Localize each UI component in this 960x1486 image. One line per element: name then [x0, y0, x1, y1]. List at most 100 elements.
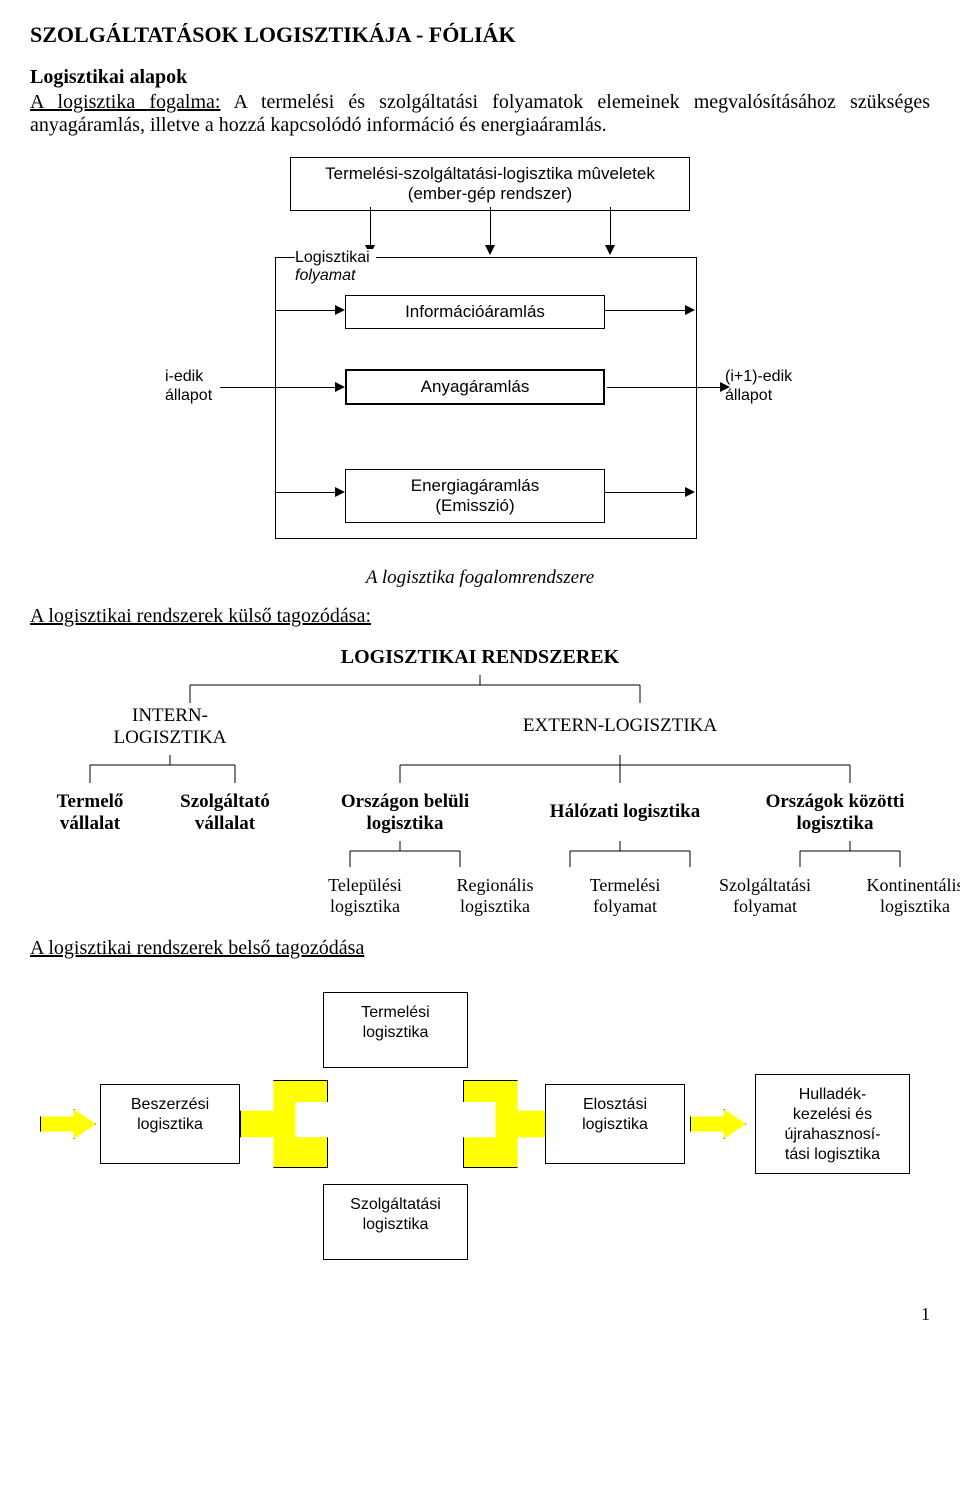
service-box: Szolgáltatási logisztika	[323, 1184, 468, 1260]
connector-line	[610, 207, 611, 245]
tree-connector-svg	[30, 841, 930, 867]
state-i1-line2: állapot	[725, 387, 772, 404]
l3c2: folyamat	[593, 896, 657, 916]
arrow-right-icon	[335, 487, 345, 497]
flow-arrow-icon	[690, 1109, 746, 1139]
l2a2: vállalat	[60, 813, 120, 834]
concept-diagram: Termelési-szolgáltatási-logisztika mûvel…	[120, 157, 840, 557]
tree-root-label: LOGISZTIKAI RENDSZEREK	[30, 646, 930, 669]
elo1: Elosztási	[583, 1096, 647, 1113]
connector-line	[607, 387, 720, 388]
szol1: Szolgáltatási	[350, 1196, 441, 1213]
state-i-label: i-edik állapot	[165, 367, 212, 405]
tree-intern: INTERN- LOGISZTIKA	[30, 705, 310, 749]
tree-connector-svg	[30, 755, 930, 783]
top-line1: Termelési-szolgáltatási-logisztika mûvel…	[325, 164, 655, 183]
l2a1: Termelő	[57, 791, 124, 812]
top-operations-box: Termelési-szolgáltatási-logisztika mûvel…	[290, 157, 690, 211]
state-i1-label: (i+1)-edik állapot	[725, 367, 792, 405]
arrow-right-icon	[685, 487, 695, 497]
l2b1: Szolgáltató	[180, 791, 270, 812]
l3e2: logisztika	[880, 896, 950, 916]
szol2: logisztika	[363, 1216, 429, 1233]
connector-line	[605, 492, 685, 493]
connector-line	[605, 310, 685, 311]
production-box: Termelési logisztika	[323, 992, 468, 1068]
l2-halozati: Hálózati logisztika	[510, 791, 740, 835]
arrow-right-icon	[335, 305, 345, 315]
procurement-box: Beszerzési logisztika	[100, 1084, 240, 1164]
tree-level1: INTERN- LOGISZTIKA EXTERN-LOGISZTIKA	[30, 705, 930, 749]
tree-level2: Termelő vállalat Szolgáltató vállalat Or…	[30, 791, 930, 835]
l3b2: logisztika	[460, 896, 530, 916]
l2c1: Országon belüli	[341, 791, 469, 812]
hull3: újrahasznosí-	[784, 1126, 880, 1143]
page-title: SZOLGÁLTATÁSOK LOGISZTIKÁJA - FÓLIÁK	[30, 22, 930, 48]
l2e2: logisztika	[796, 813, 873, 834]
l2-szolgaltato: Szolgáltató vállalat	[150, 791, 300, 835]
frame-label-line2: folyamat	[295, 267, 355, 284]
l3d1: Szolgáltatási	[719, 875, 811, 895]
flow-arrow-icon	[463, 1080, 551, 1168]
material-flow-box: Anyagáramlás	[345, 369, 605, 405]
energy-line1: Energiagáramlás	[411, 476, 540, 495]
distribution-box: Elosztási logisztika	[545, 1084, 685, 1164]
l3e1: Kontinentális	[867, 875, 960, 895]
definition-label: A logisztika fogalma:	[30, 91, 220, 113]
energy-line2: (Emisszió)	[435, 496, 514, 515]
info-flow-box: Információáramlás	[345, 295, 605, 329]
term2: logisztika	[363, 1024, 429, 1041]
inner-breakdown-heading: A logisztikai rendszerek belső tagozódás…	[30, 937, 930, 960]
section-heading: Logisztikai alapok	[30, 66, 930, 89]
internal-flow-diagram: Beszerzési logisztika Termelési logiszti…	[45, 984, 915, 1274]
hull4: tási logisztika	[785, 1146, 880, 1163]
term1: Termelési	[361, 1004, 429, 1021]
energy-flow-box: Energiagáramlás (Emisszió)	[345, 469, 605, 523]
l2b2: vállalat	[195, 813, 255, 834]
hull1: Hulladék-	[799, 1086, 867, 1103]
tree-level3: Települési logisztika Regionális logiszt…	[30, 875, 930, 917]
l2d: Hálózati logisztika	[550, 801, 700, 822]
l3-spacer	[30, 875, 300, 917]
hull2: kezelési és	[793, 1106, 872, 1123]
frame-label: Logisztikai folyamat	[295, 249, 376, 285]
arrow-down-icon	[605, 245, 615, 255]
l3a1: Települési	[328, 875, 402, 895]
l3-termelesi: Termelési folyamat	[560, 875, 690, 917]
l1-left-2: LOGISZTIKA	[114, 727, 227, 748]
arrow-down-icon	[485, 245, 495, 255]
l2e1: Országok közötti	[766, 791, 905, 812]
l3b1: Regionális	[457, 875, 534, 895]
l1-left-1: INTERN-	[132, 705, 208, 726]
diagram1-caption: A logisztika fogalomrendszere	[30, 567, 930, 589]
l3-kontinentalis: Kontinentális logisztika	[840, 875, 960, 917]
connector-line	[370, 207, 371, 245]
connector-line	[275, 492, 335, 493]
l2-termelo: Termelő vállalat	[30, 791, 150, 835]
l3d2: folyamat	[733, 896, 797, 916]
l3c1: Termelési	[590, 875, 661, 895]
l3-telepulesi: Települési logisztika	[300, 875, 430, 917]
l3-szolgaltatasi: Szolgáltatási folyamat	[690, 875, 840, 917]
outer-breakdown-heading: A logisztikai rendszerek külső tagozódás…	[30, 605, 930, 628]
tree-connector-svg	[50, 675, 910, 703]
frame-label-line1: Logisztikai	[295, 249, 370, 266]
connector-line	[490, 207, 491, 245]
connector-line	[220, 387, 335, 388]
flow-arrow-icon	[40, 1109, 96, 1139]
l3a2: logisztika	[330, 896, 400, 916]
page-number: 1	[30, 1304, 930, 1325]
proc2: logisztika	[137, 1116, 203, 1133]
arrow-right-icon	[335, 382, 345, 392]
l2-orszagonbeluli: Országon belüli logisztika	[300, 791, 510, 835]
connector-line	[275, 310, 335, 311]
definition-paragraph: A logisztika fogalma: A termelési és szo…	[30, 91, 930, 137]
tree-extern: EXTERN-LOGISZTIKA	[310, 705, 930, 749]
waste-box: Hulladék- kezelési és újrahasznosí- tási…	[755, 1074, 910, 1174]
proc1: Beszerzési	[131, 1096, 209, 1113]
top-line2: (ember-gép rendszer)	[408, 184, 572, 203]
l3-regionalis: Regionális logisztika	[430, 875, 560, 917]
elo2: logisztika	[582, 1116, 648, 1133]
state-i-line1: i-edik	[165, 368, 203, 385]
flow-arrow-icon	[240, 1080, 328, 1168]
